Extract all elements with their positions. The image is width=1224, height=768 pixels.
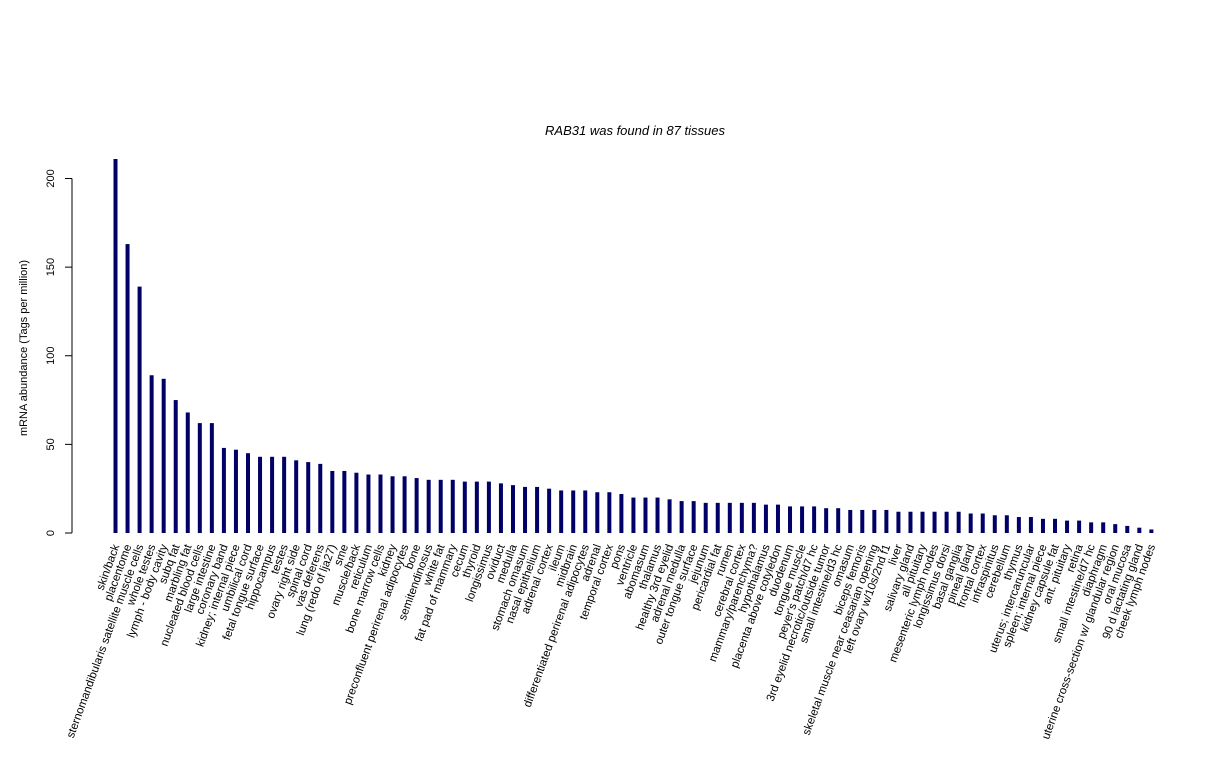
bar xyxy=(691,501,696,533)
bar xyxy=(715,502,720,533)
bar xyxy=(775,504,780,533)
bar xyxy=(1004,515,1009,533)
bar xyxy=(631,497,636,533)
bar xyxy=(619,494,624,533)
y-tick-label: 50 xyxy=(45,438,57,450)
bar xyxy=(209,423,214,533)
bar xyxy=(185,412,190,533)
bar xyxy=(523,486,528,533)
bar xyxy=(968,513,973,533)
bar xyxy=(1028,517,1033,533)
bar xyxy=(884,509,889,533)
y-tick-label: 150 xyxy=(45,258,57,276)
bar xyxy=(956,511,961,533)
bar xyxy=(1125,525,1130,533)
bar xyxy=(137,286,142,533)
bar xyxy=(354,472,359,533)
bar xyxy=(1149,529,1154,533)
bar xyxy=(474,481,479,533)
bar xyxy=(245,453,250,533)
bar xyxy=(788,506,793,533)
bar xyxy=(342,470,347,533)
bar xyxy=(547,488,552,533)
bar xyxy=(812,506,817,533)
bar xyxy=(330,470,335,533)
bar xyxy=(908,511,913,533)
bar xyxy=(1065,520,1070,533)
bar xyxy=(1040,518,1045,533)
bar xyxy=(1016,517,1021,533)
bar xyxy=(1137,527,1142,533)
bar xyxy=(739,502,744,533)
bar xyxy=(703,502,708,533)
bar xyxy=(426,479,431,533)
bar xyxy=(161,378,166,533)
bar xyxy=(1113,524,1118,533)
bar xyxy=(294,460,299,533)
bar xyxy=(414,478,419,533)
bar xyxy=(667,499,672,533)
bar xyxy=(751,502,756,533)
y-tick-label: 100 xyxy=(45,347,57,365)
bar xyxy=(920,511,925,533)
bar xyxy=(1077,520,1082,533)
bar xyxy=(763,504,768,533)
bar xyxy=(824,508,829,533)
bar xyxy=(438,479,443,533)
bar xyxy=(571,490,576,533)
bar xyxy=(258,456,263,533)
bar xyxy=(727,502,732,533)
bars xyxy=(113,159,1154,533)
bar xyxy=(944,511,949,533)
bar xyxy=(390,476,395,533)
bar xyxy=(992,515,997,533)
bar xyxy=(836,508,841,533)
bar xyxy=(583,490,588,533)
bar xyxy=(450,479,455,533)
bar xyxy=(607,492,612,533)
y-tick-label: 200 xyxy=(45,169,57,187)
bar xyxy=(655,497,660,533)
bar xyxy=(113,159,118,533)
bar xyxy=(1089,522,1094,533)
bar xyxy=(1101,522,1106,533)
bar xyxy=(270,456,275,533)
bar xyxy=(486,481,491,533)
bar xyxy=(679,501,684,533)
bar xyxy=(872,509,877,533)
bar xyxy=(173,400,178,533)
bar xyxy=(848,509,853,533)
y-tick-label: 0 xyxy=(45,530,57,536)
bar xyxy=(402,476,407,533)
bar xyxy=(643,497,648,533)
bar xyxy=(282,456,287,533)
bar xyxy=(462,481,467,533)
bar xyxy=(221,447,226,533)
bar xyxy=(800,506,805,533)
bar xyxy=(860,509,865,533)
bar xyxy=(306,462,311,533)
bar xyxy=(896,511,901,533)
bar xyxy=(378,474,383,533)
bar xyxy=(980,513,985,533)
bar xyxy=(318,463,323,533)
y-axis-ticks: 0 50 100 150 200 xyxy=(45,169,72,536)
bar xyxy=(1053,518,1058,533)
bar xyxy=(498,483,503,533)
bar xyxy=(510,485,515,533)
bar xyxy=(125,244,130,533)
bar xyxy=(366,474,371,533)
bar xyxy=(149,375,154,533)
bar xyxy=(559,490,564,533)
bar xyxy=(233,449,238,533)
bar xyxy=(595,492,600,533)
chart-title: RAB31 was found in 87 tissues xyxy=(545,123,725,138)
bar xyxy=(197,423,202,533)
y-axis-label: mRNA abundance (Tags per million) xyxy=(18,260,30,436)
bar xyxy=(535,486,540,533)
bar xyxy=(932,511,937,533)
